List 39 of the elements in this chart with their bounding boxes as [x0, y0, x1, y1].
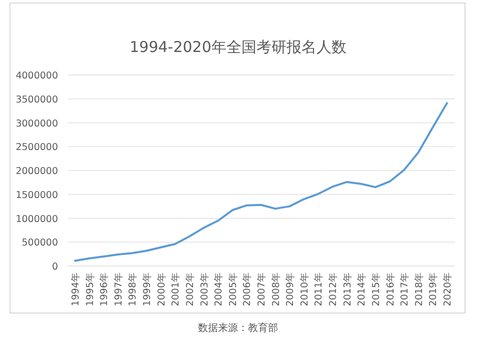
x-tick-label: 1994年: [70, 272, 82, 306]
source-note: 数据来源：教育部: [198, 322, 278, 334]
x-tick-label: 2005年: [226, 272, 239, 306]
x-tick-label: 2009年: [284, 272, 296, 306]
x-tick-label: 2008年: [270, 272, 282, 306]
line-series: [74, 102, 448, 262]
y-tick-label: 0: [52, 262, 58, 272]
x-tick-label: 2002年: [184, 272, 196, 306]
x-tick-label: 2006年: [241, 272, 254, 306]
x-tick-label: 2019年: [427, 272, 440, 306]
x-tick-label: 2013年: [341, 272, 354, 306]
y-tick-label: 1500000: [16, 190, 58, 201]
x-tick-label: 2014年: [356, 272, 368, 306]
y-tick-label: 2000000: [16, 166, 58, 177]
x-tick-label: 2001年: [170, 272, 182, 306]
y-tick-label: 500000: [22, 238, 58, 249]
y-tick-label: 2500000: [16, 142, 58, 154]
x-tick-label: 2003年: [198, 272, 210, 306]
x-tick-label: 2016年: [384, 272, 396, 306]
x-tick-label: 2007年: [256, 272, 268, 306]
y-tick-label: 3500000: [16, 94, 58, 106]
x-tick-label: 2000年: [155, 272, 168, 306]
x-tick-label: 2020年: [442, 272, 454, 306]
y-tick-label: 3000000: [16, 118, 58, 130]
x-tick-label: 2004年: [212, 272, 225, 306]
x-tick-label: 2018年: [412, 272, 425, 306]
x-tick-label: 1997年: [112, 272, 124, 306]
x-tick-label: 2017年: [398, 272, 411, 306]
x-tick-label: 2011年: [312, 272, 325, 306]
x-tick-label: 2010年: [298, 272, 310, 306]
x-tick-label: 1998年: [126, 272, 139, 306]
x-tick-label: 2015年: [370, 272, 382, 306]
x-tick-label: 1995年: [84, 272, 96, 306]
x-tick-label: 1999年: [141, 272, 154, 306]
x-tick-label: 1996年: [98, 272, 110, 306]
chart-title: 1994-2020年全国考研报名人数: [130, 38, 346, 56]
y-tick-label: 4000000: [16, 70, 58, 82]
x-tick-label: 2012年: [327, 272, 340, 306]
y-tick-label: 1000000: [16, 214, 58, 225]
